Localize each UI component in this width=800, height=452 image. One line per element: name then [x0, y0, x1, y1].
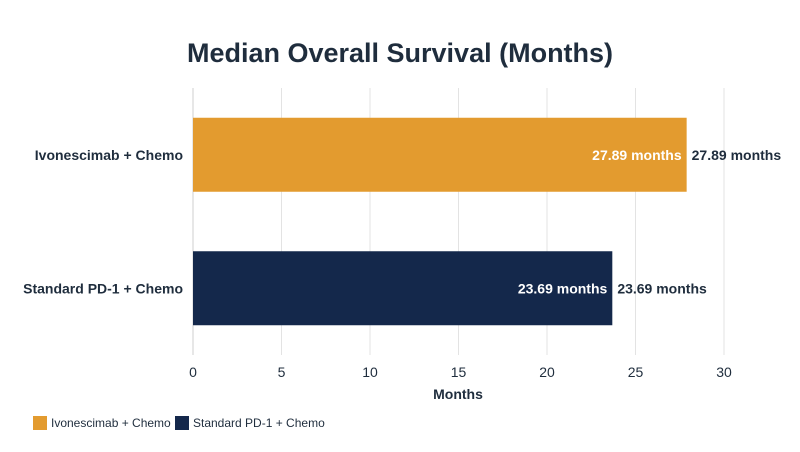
x-tick-label: 0: [189, 364, 197, 380]
bar-layer: Ivonescimab + Chemo 27.89 months 27.89 mon…: [23, 117, 782, 326]
legend-label: Standard PD-1 + Chemo: [193, 416, 325, 430]
bar-value-label-outside: 27.89 months: [692, 147, 782, 163]
bar-value-label-inside: 27.89 months: [592, 147, 682, 163]
bar-value-label-inside: 23.69 months: [518, 280, 608, 296]
x-tick-label: 15: [451, 364, 467, 380]
x-tick-label: 20: [539, 364, 555, 380]
legend-label: Ivonescimab + Chemo: [51, 416, 171, 430]
x-tick-label: 5: [278, 364, 286, 380]
bar: [193, 251, 613, 326]
x-axis-ticks: 0 5 10 15 20 25 30: [189, 364, 732, 380]
x-tick-label: 25: [628, 364, 644, 380]
legend-swatch: [33, 416, 47, 430]
chart-title: Median Overall Survival (Months): [187, 38, 613, 68]
x-tick-label: 10: [362, 364, 378, 380]
bar-value-label-outside: 23.69 months: [617, 280, 707, 296]
legend: Ivonescimab + Chemo Standard PD-1 + Chemo: [33, 416, 325, 430]
x-axis-title: Months: [433, 386, 483, 402]
x-tick-label: 30: [716, 364, 732, 380]
category-label: Ivonescimab + Chemo: [35, 147, 183, 163]
category-label: Standard PD-1 + Chemo: [23, 280, 183, 296]
bar: [193, 117, 687, 192]
legend-swatch: [175, 416, 189, 430]
